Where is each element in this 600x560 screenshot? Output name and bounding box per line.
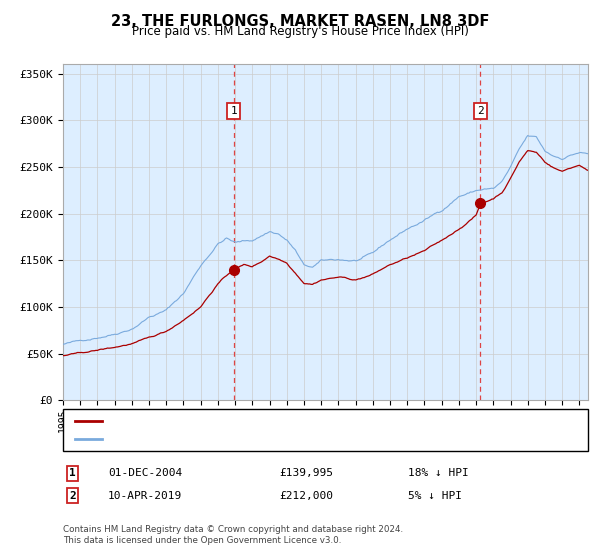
Text: HPI: Average price, detached house, West Lindsey: HPI: Average price, detached house, West… <box>108 434 396 444</box>
Text: 2: 2 <box>69 491 76 501</box>
Text: 5% ↓ HPI: 5% ↓ HPI <box>408 491 462 501</box>
Text: 1: 1 <box>230 106 237 116</box>
Text: Contains HM Land Registry data © Crown copyright and database right 2024.
This d: Contains HM Land Registry data © Crown c… <box>63 525 403 545</box>
Text: £212,000: £212,000 <box>279 491 333 501</box>
Text: Price paid vs. HM Land Registry's House Price Index (HPI): Price paid vs. HM Land Registry's House … <box>131 25 469 38</box>
Text: 23, THE FURLONGS, MARKET RASEN, LN8 3DF (detached house): 23, THE FURLONGS, MARKET RASEN, LN8 3DF … <box>108 416 444 426</box>
Text: 1: 1 <box>69 468 76 478</box>
Text: 23, THE FURLONGS, MARKET RASEN, LN8 3DF: 23, THE FURLONGS, MARKET RASEN, LN8 3DF <box>111 14 489 29</box>
Text: 18% ↓ HPI: 18% ↓ HPI <box>408 468 469 478</box>
Text: 10-APR-2019: 10-APR-2019 <box>108 491 182 501</box>
Text: £139,995: £139,995 <box>279 468 333 478</box>
Text: 01-DEC-2004: 01-DEC-2004 <box>108 468 182 478</box>
Text: 2: 2 <box>477 106 484 116</box>
